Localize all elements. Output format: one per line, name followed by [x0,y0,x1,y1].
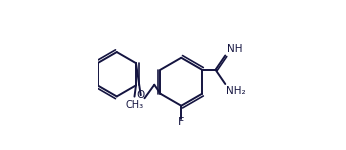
Text: NH: NH [227,44,242,54]
Text: F: F [178,117,184,127]
Text: CH₃: CH₃ [125,100,144,110]
Text: O: O [137,90,145,99]
Text: NH₂: NH₂ [227,86,246,96]
